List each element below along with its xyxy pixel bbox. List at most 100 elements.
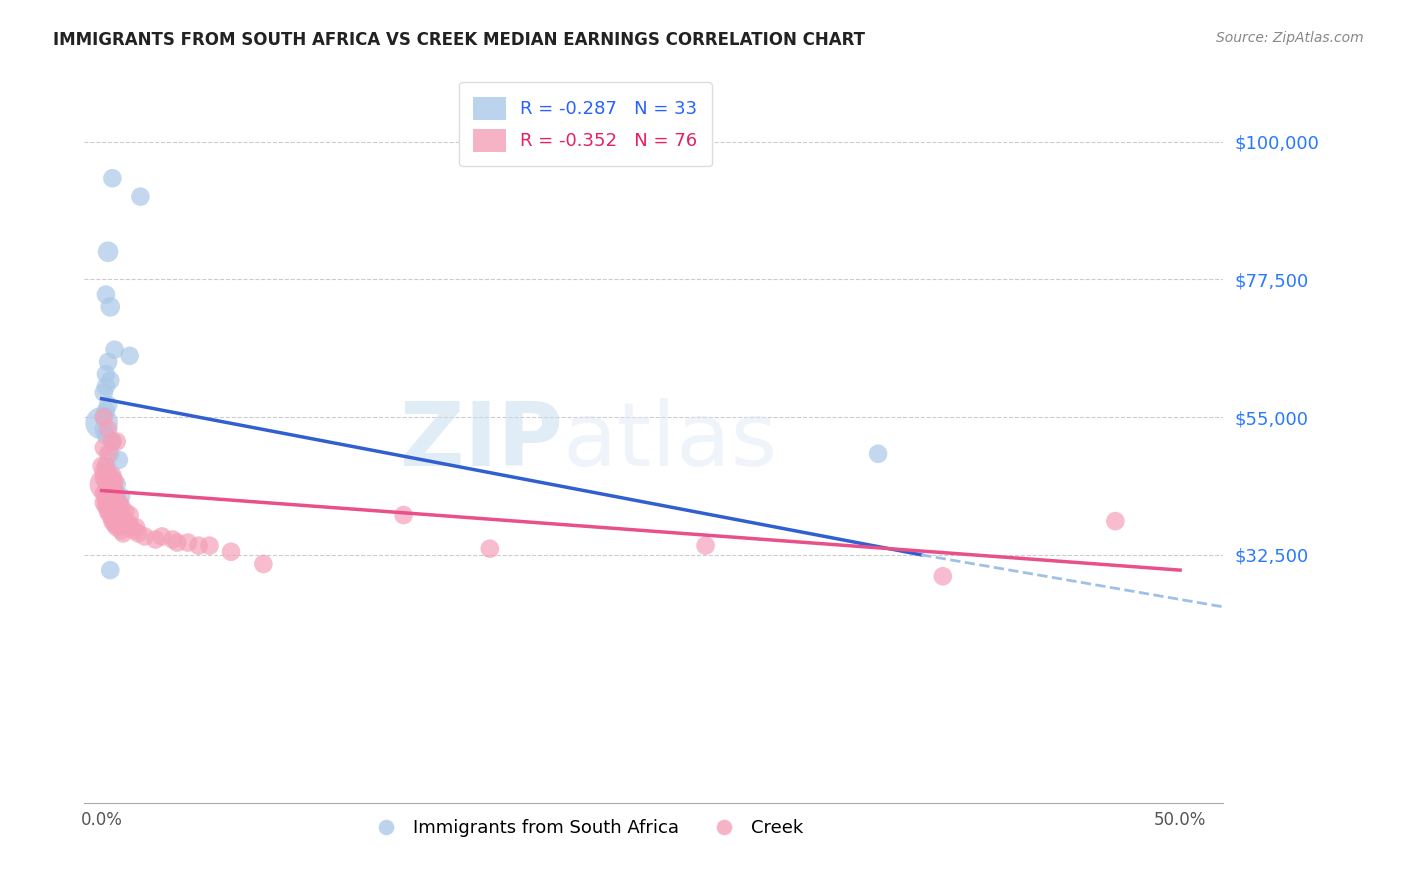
Point [108, 496, 131, 510]
Point [110, 499, 132, 513]
Point [103, 517, 125, 532]
Point [94, 475, 117, 489]
Point [101, 505, 124, 519]
Point [105, 502, 128, 516]
Point [932, 569, 955, 583]
Point [97, 502, 120, 516]
Point [112, 526, 135, 541]
Point [93, 441, 115, 455]
Point [695, 539, 717, 553]
Text: IMMIGRANTS FROM SOUTH AFRICA VS CREEK MEDIAN EARNINGS CORRELATION CHART: IMMIGRANTS FROM SOUTH AFRICA VS CREEK ME… [53, 31, 866, 49]
Point [110, 517, 132, 532]
Point [177, 535, 200, 549]
Point [101, 502, 124, 516]
Point [108, 505, 131, 519]
Point [98, 300, 121, 314]
Point [110, 490, 132, 504]
Point [93, 410, 115, 425]
Point [122, 524, 145, 538]
Point [198, 539, 221, 553]
Point [98, 447, 121, 461]
Point [105, 434, 128, 449]
Point [94, 404, 117, 418]
Point [93, 410, 115, 425]
Point [93, 486, 115, 500]
Point [98, 499, 121, 513]
Point [118, 517, 141, 532]
Point [105, 511, 128, 525]
Point [97, 480, 120, 494]
Point [97, 505, 120, 519]
Point [117, 520, 139, 534]
Point [101, 171, 124, 186]
Point [101, 471, 124, 485]
Point [105, 477, 128, 491]
Point [98, 483, 121, 498]
Point [98, 563, 121, 577]
Point [103, 499, 125, 513]
Point [94, 287, 117, 301]
Point [97, 422, 120, 436]
Point [101, 514, 124, 528]
Point [129, 189, 152, 203]
Point [94, 428, 117, 442]
Point [166, 535, 188, 549]
Point [101, 434, 124, 449]
Point [97, 447, 120, 461]
Text: Source: ZipAtlas.com: Source: ZipAtlas.com [1216, 31, 1364, 45]
Text: ZIP: ZIP [399, 398, 562, 485]
Point [98, 496, 121, 510]
Point [103, 483, 125, 498]
Point [90, 416, 112, 430]
Point [94, 477, 117, 491]
Point [98, 475, 121, 489]
Text: atlas: atlas [562, 398, 778, 485]
Point [93, 385, 115, 400]
Point [97, 465, 120, 479]
Point [112, 511, 135, 525]
Point [97, 496, 120, 510]
Point [1104, 514, 1126, 528]
Point [101, 496, 124, 510]
Point [478, 541, 501, 556]
Point [93, 496, 115, 510]
Point [101, 490, 124, 504]
Point [162, 533, 184, 547]
Point [97, 468, 120, 483]
Point [114, 514, 136, 528]
Point [94, 483, 117, 498]
Point [93, 465, 115, 479]
Point [98, 492, 121, 507]
Point [868, 447, 890, 461]
Point [97, 398, 120, 412]
Point [392, 508, 415, 522]
Point [110, 508, 132, 522]
Point [145, 533, 167, 547]
Point [103, 475, 125, 489]
Point [94, 379, 117, 393]
Point [94, 499, 117, 513]
Point [98, 508, 121, 522]
Point [252, 557, 274, 571]
Point [94, 458, 117, 473]
Point [110, 524, 132, 538]
Point [105, 490, 128, 504]
Point [118, 508, 141, 522]
Point [105, 502, 128, 516]
Point [97, 355, 120, 369]
Point [114, 505, 136, 519]
Point [108, 453, 131, 467]
Point [219, 545, 242, 559]
Point [150, 529, 173, 543]
Point [98, 480, 121, 494]
Point [93, 422, 115, 436]
Point [94, 458, 117, 473]
Point [103, 343, 125, 357]
Point [127, 526, 149, 541]
Point [134, 529, 156, 543]
Point [103, 508, 125, 522]
Point [110, 511, 132, 525]
Point [103, 483, 125, 498]
Point [118, 349, 141, 363]
Point [101, 511, 124, 525]
